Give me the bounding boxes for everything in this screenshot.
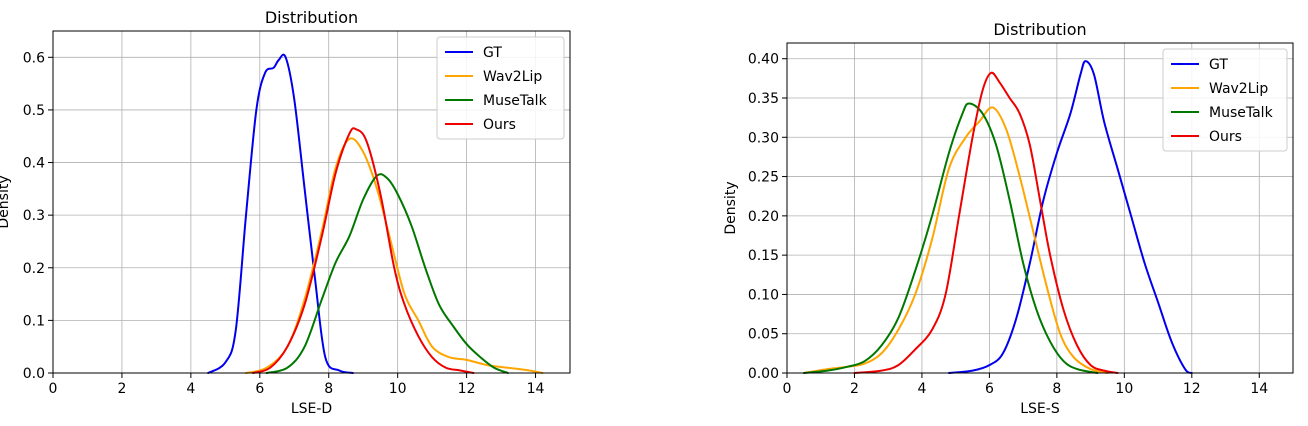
chart-title: Distribution xyxy=(265,8,358,27)
y-tick-label: 0.10 xyxy=(748,287,779,303)
series-line-gt xyxy=(207,53,354,374)
plot-frame xyxy=(786,42,1294,374)
x-axis-label: LSE-D xyxy=(291,401,332,417)
legend-label: Wav2Lip xyxy=(1209,81,1268,97)
legend-box xyxy=(1162,48,1288,152)
x-tick-label: 14 xyxy=(527,381,545,397)
series-line-ours xyxy=(251,127,475,374)
x-tick-label: 6 xyxy=(255,381,264,397)
x-tick-label: 10 xyxy=(389,381,407,397)
legend: GT Wav2Lip MuseTalk Ours xyxy=(1162,48,1288,152)
legend-label: MuseTalk xyxy=(483,93,548,109)
legend-label: Ours xyxy=(483,117,516,133)
y-tick-label: 0.3 xyxy=(23,208,45,224)
legend: GT Wav2Lip MuseTalk Ours xyxy=(436,36,565,140)
y-tick-label: 0.35 xyxy=(748,91,779,107)
x-tick-label: 8 xyxy=(324,381,333,397)
x-tick-label: 2 xyxy=(850,381,859,397)
y-tick-label: 0.15 xyxy=(748,248,779,264)
x-tick-label: 8 xyxy=(1052,381,1061,397)
y-tick-label: 0.20 xyxy=(748,209,779,225)
x-tick-label: 12 xyxy=(458,381,476,397)
y-axis-label: Density xyxy=(723,181,739,234)
legend-label: Ours xyxy=(1209,129,1242,145)
plot-frame xyxy=(52,30,571,374)
x-tick-label: 2 xyxy=(117,381,126,397)
series-line-wav2lip xyxy=(245,137,544,374)
x-tick-label: 0 xyxy=(49,381,58,397)
y-tick-label: 0.25 xyxy=(748,170,779,186)
x-tick-label: 14 xyxy=(1250,381,1268,397)
chart-2: 0 2 4 6 8 10 12 14 0.00 0.05 0.10 0.15 0.20 0.25 0.30 0… xyxy=(723,20,1294,417)
x-tick-label: 10 xyxy=(1115,381,1133,397)
legend-box xyxy=(436,36,565,140)
y-tick-label: 0.5 xyxy=(23,103,45,119)
y-tick-label: 0.1 xyxy=(23,313,45,329)
series-line-gt xyxy=(947,60,1193,374)
legend-label: GT xyxy=(483,45,502,61)
y-tick-label: 0.4 xyxy=(23,156,45,172)
y-tick-label: 0.30 xyxy=(748,130,779,146)
y-tick-label: 0.40 xyxy=(748,52,779,68)
x-axis-label: LSE-S xyxy=(1020,401,1060,417)
y-tick-label: 0.6 xyxy=(23,50,45,66)
chart-title: Distribution xyxy=(993,20,1086,39)
y-tick-label: 0.2 xyxy=(23,261,45,277)
x-tick-label: 0 xyxy=(783,381,792,397)
x-tick-label: 4 xyxy=(917,381,926,397)
legend-label: Wav2Lip xyxy=(483,69,542,85)
chart-1: 0 2 4 6 8 10 12 14 0.0 0.1 0.2 0.3 0.4 0.5 0.6 Distribu… xyxy=(0,8,571,417)
legend-label: MuseTalk xyxy=(1209,105,1274,121)
x-tick-label: 12 xyxy=(1183,381,1201,397)
y-tick-label: 0.0 xyxy=(23,366,45,382)
x-tick-label: 4 xyxy=(186,381,195,397)
series-line-musetalk xyxy=(802,102,1099,374)
y-axis-label: Density xyxy=(0,175,12,228)
series-line-wav2lip xyxy=(802,106,1109,374)
legend-label: GT xyxy=(1209,57,1228,73)
y-tick-label: 0.00 xyxy=(748,366,779,382)
series-line-ours xyxy=(853,71,1119,374)
y-tick-label: 0.05 xyxy=(748,327,779,343)
series-line-musetalk xyxy=(265,173,509,374)
x-tick-label: 6 xyxy=(985,381,994,397)
